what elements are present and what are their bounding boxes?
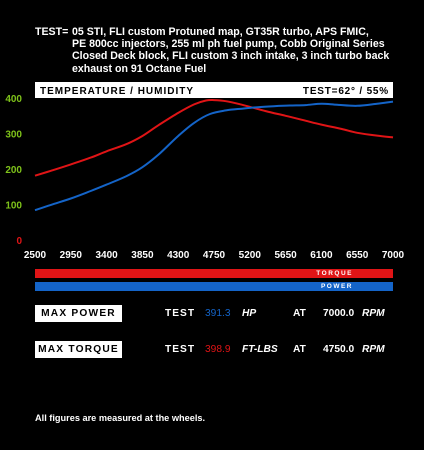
y-tick-label-200: 200 (5, 165, 22, 176)
chart-subtitle: TEST=62° / 55% (303, 86, 389, 97)
x-tick-label-6100: 6100 (310, 250, 333, 261)
max-power-test-label: TEST (165, 308, 196, 319)
test-label: TEST= (35, 26, 69, 38)
y-tick-label-100: 100 (5, 201, 22, 212)
x-tick-label-5200: 5200 (239, 250, 262, 261)
max-power-unit: HP (242, 308, 257, 319)
dyno-chart-svg: TEMPERATURE / HUMIDITY TEST=62° / 55% 0 1… (5, 82, 405, 261)
series-lines (34, 98, 394, 212)
x-tick-label-4750: 4750 (203, 250, 226, 261)
torque-series-line (34, 98, 394, 177)
torque-legend-bar: TORQUE (35, 269, 393, 278)
x-tick-label-2500: 2500 (24, 250, 47, 261)
x-tick-label-2950: 2950 (60, 250, 83, 261)
footnote: All figures are measured at the wheels. (35, 413, 206, 423)
max-power-label: MAX POWER (35, 305, 122, 322)
test-description: TEST= 05 STI, FLI custom Protuned map, G… (35, 26, 415, 75)
max-torque-value: 398.9 (205, 344, 231, 355)
max-torque-at: AT (293, 344, 306, 355)
max-power-row: MAX POWER TEST 391.3 HP AT 7000.0 RPM (35, 305, 415, 322)
x-tick-label-6550: 6550 (346, 250, 369, 261)
x-axis-ticks: 2500 2950 3400 3850 4300 4750 5200 5650 6100 6550… (24, 250, 405, 261)
test-line-4: exhaust on 91 Octane Fuel (72, 62, 207, 75)
x-tick-label-7000: 7000 (382, 250, 405, 261)
max-power-rpm-unit: RPM (362, 308, 385, 319)
max-torque-test-label: TEST (165, 344, 196, 355)
y-axis-ticks: 0 100 200 300 400 (5, 94, 22, 247)
max-torque-unit: FT-LBS (242, 344, 278, 355)
chart-title: TEMPERATURE / HUMIDITY (40, 86, 194, 97)
power-legend-label: POWER (320, 283, 353, 290)
max-power-at: AT (293, 308, 306, 319)
max-torque-label: MAX TORQUE (35, 341, 122, 358)
title-bar (35, 82, 393, 98)
max-torque-row: MAX TORQUE TEST 398.9 FT-LBS AT 4750.0 R… (35, 341, 415, 358)
max-torque-rpm-value: 4750.0 (323, 344, 355, 355)
y-tick-label-300: 300 (5, 130, 22, 141)
power-series-line (34, 100, 394, 212)
torque-legend-label: TORQUE (316, 270, 353, 277)
test-line-2: PE 800cc injectors, 255 ml ph fuel pump,… (72, 38, 385, 51)
dyno-chart: TEMPERATURE / HUMIDITY TEST=62° / 55% 0 1… (0, 80, 424, 270)
max-torque-rpm-unit: RPM (362, 344, 385, 355)
plot-background (35, 82, 393, 240)
power-legend-bar: POWER (35, 282, 393, 291)
max-power-value: 391.3 (205, 308, 231, 319)
y-tick-label-0: 0 (16, 236, 22, 247)
x-tick-label-3850: 3850 (131, 250, 154, 261)
y-tick-label-400: 400 (5, 94, 22, 105)
test-line-3: Closed Deck block, FLI custom 3 inch int… (72, 50, 390, 63)
x-tick-label-4300: 4300 (167, 250, 190, 261)
x-tick-label-5650: 5650 (274, 250, 297, 261)
x-tick-label-3400: 3400 (95, 250, 118, 261)
max-power-rpm-value: 7000.0 (323, 308, 355, 319)
test-line-1: 05 STI, FLI custom Protuned map, GT35R t… (72, 26, 369, 38)
